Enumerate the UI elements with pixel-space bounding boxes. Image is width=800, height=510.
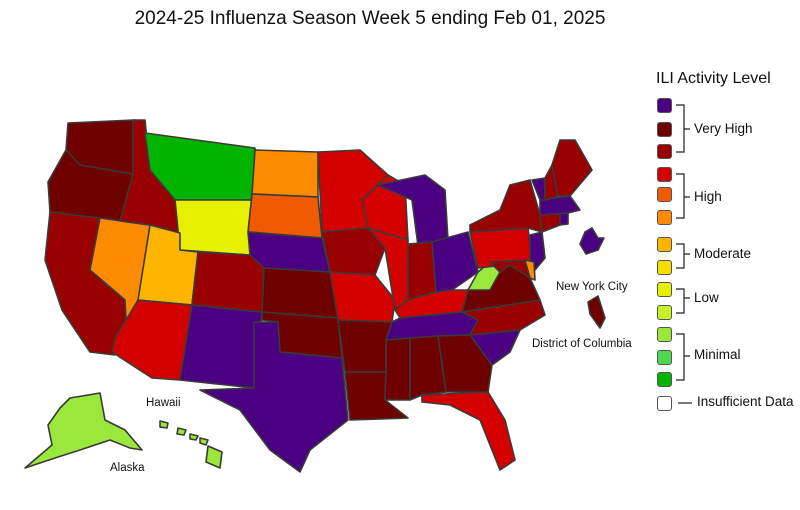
state-MS[interactable] [384,337,411,401]
state-AZ[interactable] [111,299,193,381]
state-IN[interactable] [407,241,437,301]
state-NYC[interactable] [579,227,605,255]
state-DC[interactable] [587,295,606,329]
state-FL[interactable] [421,391,516,471]
map-title: 2024-25 Influenza Season Week 5 ending F… [134,8,606,29]
state-OH[interactable] [431,231,479,293]
state-NJ[interactable] [529,231,546,271]
state-CO[interactable] [191,251,265,313]
state-WY[interactable] [174,199,253,256]
state-ND[interactable] [251,149,319,198]
hawaii-label: Hawaii [146,397,181,409]
state-AL[interactable] [409,335,447,401]
state-MO[interactable] [329,271,396,323]
state-ME[interactable] [551,139,593,197]
state-TX[interactable] [199,321,349,473]
nyc-label: New York City [556,281,628,293]
state-NM[interactable] [179,304,263,389]
state-MD[interactable] [489,259,531,279]
state-HI[interactable] [159,420,223,469]
state-NY[interactable] [469,179,543,233]
state-CT[interactable] [539,212,561,233]
state-RI[interactable] [559,212,569,226]
state-SD[interactable] [247,193,323,239]
alaska-label: Alaska [110,462,145,474]
state-LA[interactable] [344,371,409,421]
state-KS[interactable] [261,267,339,319]
dc-label: District of Columbia [532,338,632,350]
state-AR[interactable] [337,319,393,373]
state-DE[interactable] [524,259,536,281]
state-AK[interactable] [24,392,143,469]
state-GA[interactable] [437,334,493,393]
state-IA[interactable] [321,227,386,276]
